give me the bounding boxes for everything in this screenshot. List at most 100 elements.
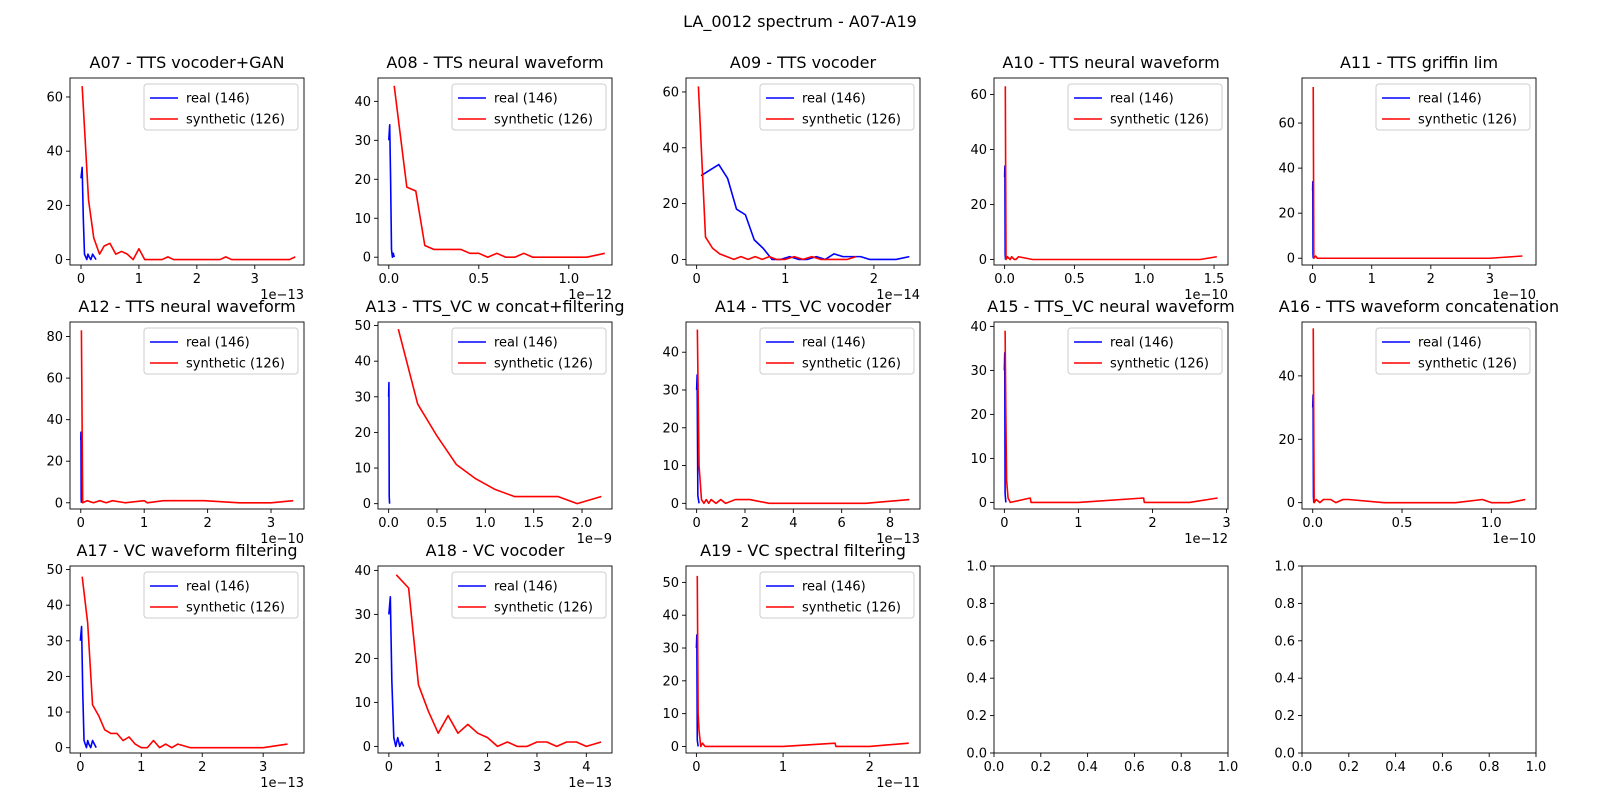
x-tick-label: 4	[789, 516, 797, 531]
axes-frame	[1301, 321, 1537, 510]
legend-label: real (146)	[1418, 92, 1482, 107]
x-offset-label: 1e−11	[876, 776, 920, 791]
x-tick-label: 1.0	[1481, 516, 1502, 531]
x-tick-label: 0.5	[1392, 516, 1413, 531]
series-line-real	[387, 381, 391, 504]
series-line-synthetic	[696, 575, 909, 748]
subplot-4: 0.0 0.5 1.0 1.5 0 20 40 60 1e−10 A10 - TTS neural…	[970, 53, 1229, 303]
legend-label: real (146)	[802, 92, 866, 107]
x-offset-label: 1e−12	[1184, 532, 1228, 547]
x-offset-label: 1e−13	[568, 776, 612, 791]
x-tick-label: 2.0	[572, 516, 593, 531]
legend-box	[1067, 327, 1223, 375]
legend-label: synthetic (126)	[1418, 357, 1517, 372]
y-tick-label: 0	[979, 253, 987, 268]
legend-box	[451, 571, 607, 619]
y-tick-label: 20	[354, 173, 371, 188]
y-tick-label: 0	[55, 496, 63, 511]
subplot-title: A08 - TTS neural waveform	[386, 53, 603, 72]
legend-box	[1067, 83, 1223, 131]
y-tick-label: 20	[662, 674, 679, 689]
subplot-title: A07 - TTS vocoder+GAN	[90, 53, 285, 72]
x-tick-label: 0.6	[1432, 760, 1453, 775]
x-tick-label: 3	[1222, 516, 1230, 531]
y-tick-label: 40	[1278, 369, 1295, 384]
y-tick-label: 0.6	[966, 634, 987, 649]
y-tick-label: 30	[354, 134, 371, 149]
x-tick-label: 3	[267, 516, 275, 531]
subplot-1: 0 1 2 3 0 20 40 60 1e−13 A07 - TTS vocoder+GAN rea…	[46, 53, 305, 303]
x-tick-label: 2	[203, 516, 211, 531]
subplot-title: A18 - VC vocoder	[426, 541, 565, 560]
subplot-6: 0 1 2 3 0 20 40 60 80 1e−10 A12 - TTS neural wavef…	[46, 297, 305, 547]
legend-label: synthetic (126)	[1110, 357, 1209, 372]
y-tick-label: 40	[46, 413, 63, 428]
subplot-5: 0 1 2 3 0 20 40 60 1e−10 A11 - TTS griffin lim rea…	[1278, 53, 1537, 303]
y-tick-label: 20	[1278, 433, 1295, 448]
y-tick-label: 30	[46, 634, 63, 649]
axes-frame	[377, 321, 613, 510]
y-tick-label: 20	[354, 652, 371, 667]
x-tick-label: 0.5	[1064, 272, 1085, 287]
y-tick-label: 10	[662, 707, 679, 722]
series-line-synthetic	[393, 85, 605, 259]
x-offset-label: 1e−9	[577, 532, 612, 547]
legend-label: real (146)	[1110, 336, 1174, 351]
x-tick-label: 0	[76, 760, 84, 775]
y-tick-label: 30	[354, 608, 371, 623]
y-tick-label: 40	[970, 320, 987, 335]
x-offset-label: 1e−13	[260, 776, 304, 791]
y-tick-label: 20	[662, 197, 679, 212]
axes-frame	[993, 565, 1229, 754]
y-tick-label: 30	[662, 642, 679, 657]
x-tick-label: 1	[779, 760, 787, 775]
y-tick-label: 40	[354, 355, 371, 370]
x-tick-label: 0.0	[1302, 516, 1323, 531]
y-tick-label: 10	[662, 459, 679, 474]
legend-label: synthetic (126)	[494, 357, 593, 372]
x-tick-label: 0	[385, 760, 393, 775]
series-line-synthetic	[697, 86, 857, 261]
y-tick-label: 20	[46, 199, 63, 214]
figure-title: LA_0012 spectrum - A07-A19	[683, 12, 917, 31]
legend-label: real (146)	[186, 336, 250, 351]
x-tick-label: 2	[1148, 516, 1156, 531]
y-tick-label: 0.0	[1274, 747, 1295, 762]
y-tick-label: 1.0	[966, 560, 987, 575]
y-tick-label: 0.4	[966, 672, 987, 687]
y-tick-label: 50	[46, 563, 63, 578]
x-tick-label: 2	[741, 516, 749, 531]
y-tick-label: 0.6	[1274, 634, 1295, 649]
y-tick-label: 0.0	[966, 747, 987, 762]
y-tick-label: 40	[46, 599, 63, 614]
y-tick-label: 0.2	[1274, 709, 1295, 724]
axes-frame	[1301, 77, 1537, 266]
x-tick-label: 0	[77, 516, 85, 531]
series-line-synthetic	[1312, 328, 1526, 504]
x-tick-label: 3	[259, 760, 267, 775]
y-tick-label: 20	[662, 421, 679, 436]
subplot-7: 0.0 0.5 1.0 1.5 2.0 0 10 20 30 40 50 1e−9 A13 - TTS_…	[354, 297, 624, 547]
legend-label: synthetic (126)	[802, 113, 901, 128]
legend-label: real (146)	[186, 580, 250, 595]
legend-label: real (146)	[1110, 92, 1174, 107]
legend-label: synthetic (126)	[494, 601, 593, 616]
subplot-2: 0.0 0.5 1.0 0 10 20 30 40 1e−12 A08 - TTS neural …	[354, 53, 613, 303]
y-tick-label: 0	[55, 741, 63, 756]
legend-label: real (146)	[802, 336, 866, 351]
legend-box	[759, 327, 915, 375]
x-tick-label: 2	[193, 272, 201, 287]
y-tick-label: 20	[46, 670, 63, 685]
y-tick-label: 10	[46, 706, 63, 721]
x-tick-label: 1	[781, 272, 789, 287]
axes-frame	[685, 321, 921, 510]
series-line-synthetic	[1004, 330, 1218, 504]
x-tick-label: 0	[692, 760, 700, 775]
subplot-10: 0.0 0.5 1.0 0 20 40 1e−10 A16 - TTS waveform co…	[1278, 297, 1559, 547]
legend-box	[759, 571, 915, 619]
y-tick-label: 10	[970, 452, 987, 467]
x-tick-label: 1	[135, 272, 143, 287]
y-tick-label: 20	[46, 455, 63, 470]
x-tick-label: 1	[434, 760, 442, 775]
x-tick-label: 3	[533, 760, 541, 775]
